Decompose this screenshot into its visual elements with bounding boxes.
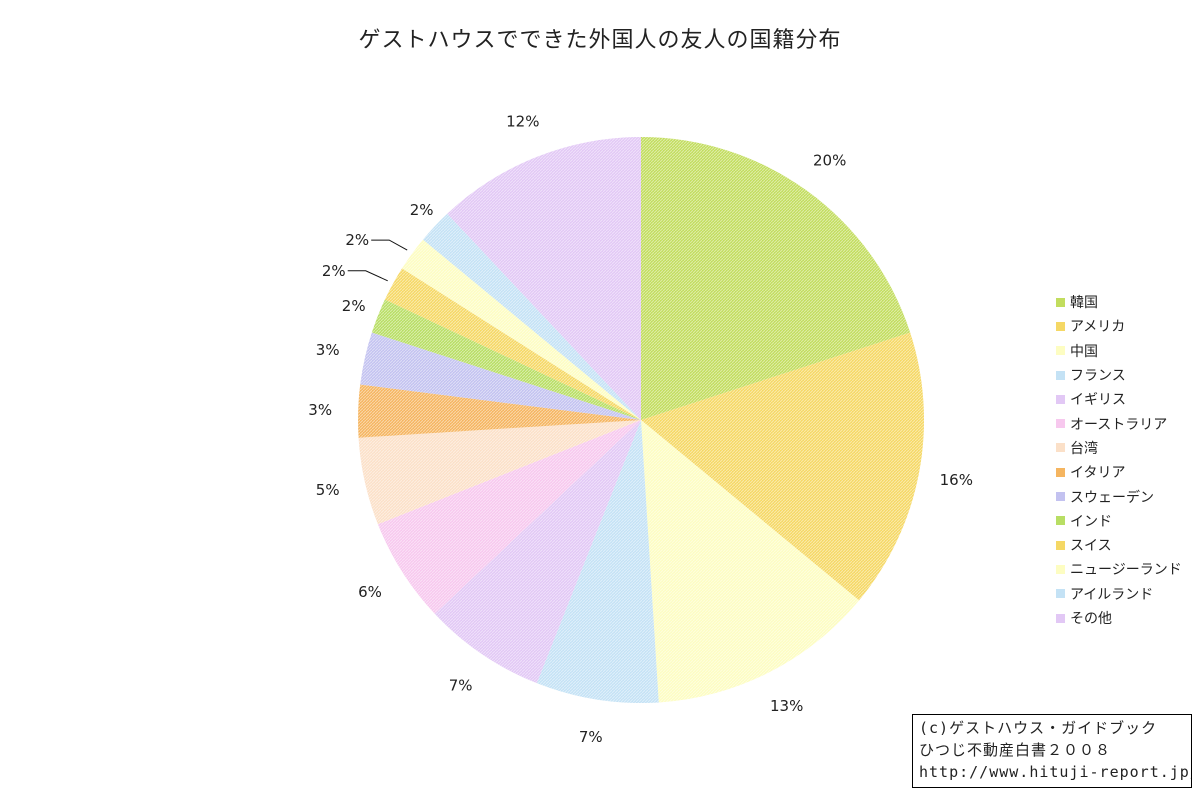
legend-swatch <box>1056 467 1065 477</box>
legend-label: イタリア <box>1070 465 1126 482</box>
leader-line <box>371 239 408 251</box>
legend-label: 中国 <box>1070 343 1098 360</box>
legend-swatch <box>1056 370 1065 380</box>
legend-item: アイルランド <box>1056 582 1182 606</box>
pie-slice-texture <box>358 420 641 525</box>
legend-item: フランス <box>1056 363 1182 387</box>
legend-label: オーストラリア <box>1070 416 1168 433</box>
chart-title: ゲストハウスでできた外国人の友人の国籍分布 <box>358 28 842 53</box>
legend-item: ニュージーランド <box>1056 557 1182 581</box>
pie-slice-texture <box>360 332 641 420</box>
pie-slice-texture <box>641 332 925 601</box>
leader-line <box>347 270 388 282</box>
pie-slice-label: 2% <box>342 297 366 315</box>
legend-item: 韓国 <box>1056 290 1182 314</box>
pie-slice-label: 12% <box>506 113 539 131</box>
pie-percent-labels: 20% 16% 13% 7% 7% 6% 5% 3% 3% 2% 2% 2% 2% 12% <box>308 113 973 747</box>
pie-slice-label: 7% <box>449 677 473 695</box>
legend-item: イタリア <box>1056 460 1182 484</box>
legend: 韓国アメリカ中国フランスイギリスオーストラリア 台湾イタリアスウェーデン インドスイ… <box>1056 290 1182 630</box>
legend-swatch <box>1056 564 1065 574</box>
legend-swatch <box>1056 321 1065 331</box>
legend-label: その他 <box>1070 611 1112 627</box>
pie-slice-label: 3% <box>308 401 332 419</box>
pie-slice-label: 6% <box>358 583 382 601</box>
legend-item: インド <box>1056 509 1182 533</box>
legend-label: フランス <box>1070 368 1126 385</box>
legend-swatch <box>1056 516 1065 526</box>
pie-slice-label: 3% <box>316 341 340 359</box>
legend-swatch <box>1056 346 1065 356</box>
pie-slice-label: 16% <box>940 471 973 489</box>
copyright-line: (c)ゲストハウス・ガイドブック <box>919 719 1158 737</box>
pie-slice-label: 2% <box>410 201 434 219</box>
legend-item: 中国 <box>1056 339 1182 363</box>
pie-slice-label: 20% <box>813 151 846 169</box>
pie-slice-texture <box>641 137 911 420</box>
legend-label: インド <box>1070 513 1112 530</box>
pie-slice-texture <box>641 420 860 703</box>
legend-swatch <box>1056 589 1065 599</box>
legend-label: 韓国 <box>1070 295 1098 312</box>
legend-item: 台湾 <box>1056 436 1182 460</box>
legend-swatch <box>1056 613 1065 623</box>
pie-slice-label: 2% <box>345 231 369 249</box>
pie-texture <box>358 137 925 703</box>
pie-slice-texture <box>422 213 641 420</box>
legend-item: スイス <box>1056 533 1182 557</box>
pie-slice-label: 2% <box>322 262 346 280</box>
legend-label: 台湾 <box>1070 440 1098 457</box>
pie-slice-texture <box>358 384 641 438</box>
copyright-url: http://www.hituji-report.jp/ <box>919 763 1192 781</box>
label-leader-lines <box>347 239 408 282</box>
copyright-subtitle-line: ひつじ不動産白書２００８ <box>919 741 1112 759</box>
pie-slice-texture <box>377 420 641 614</box>
legend-item: オーストラリア <box>1056 411 1182 435</box>
pie-slice-texture <box>434 420 641 684</box>
copyright-box: (c)ゲストハウス・ガイドブック ひつじ不動産白書２００８ http://www… <box>912 714 1192 788</box>
pie-slice-texture <box>536 420 659 703</box>
legend-label: ニュージーランド <box>1070 562 1182 579</box>
legend-label: アメリカ <box>1070 319 1126 336</box>
legend-label: アイルランド <box>1070 586 1154 603</box>
legend-item: アメリカ <box>1056 314 1182 338</box>
pie-slice-texture <box>402 239 641 420</box>
pie-slice-label: 5% <box>316 481 340 499</box>
legend-item: その他 <box>1056 606 1182 630</box>
pie-slice-label: 7% <box>579 728 603 746</box>
legend-swatch <box>1056 419 1065 429</box>
legend-swatch <box>1056 297 1065 307</box>
legend-label: イギリス <box>1070 392 1126 409</box>
pie-slice-texture <box>447 137 641 420</box>
legend-label: スイス <box>1070 538 1112 555</box>
legend-item: スウェーデン <box>1056 484 1182 508</box>
legend-swatch <box>1056 394 1065 404</box>
legend-swatch <box>1056 492 1065 502</box>
legend-swatch <box>1056 443 1065 453</box>
legend-item: イギリス <box>1056 387 1182 411</box>
pie-slice-texture <box>371 299 641 420</box>
pie-slice-texture <box>384 268 641 420</box>
pie-slice-label: 13% <box>770 697 803 715</box>
legend-swatch <box>1056 540 1065 550</box>
legend-label: スウェーデン <box>1070 489 1154 506</box>
